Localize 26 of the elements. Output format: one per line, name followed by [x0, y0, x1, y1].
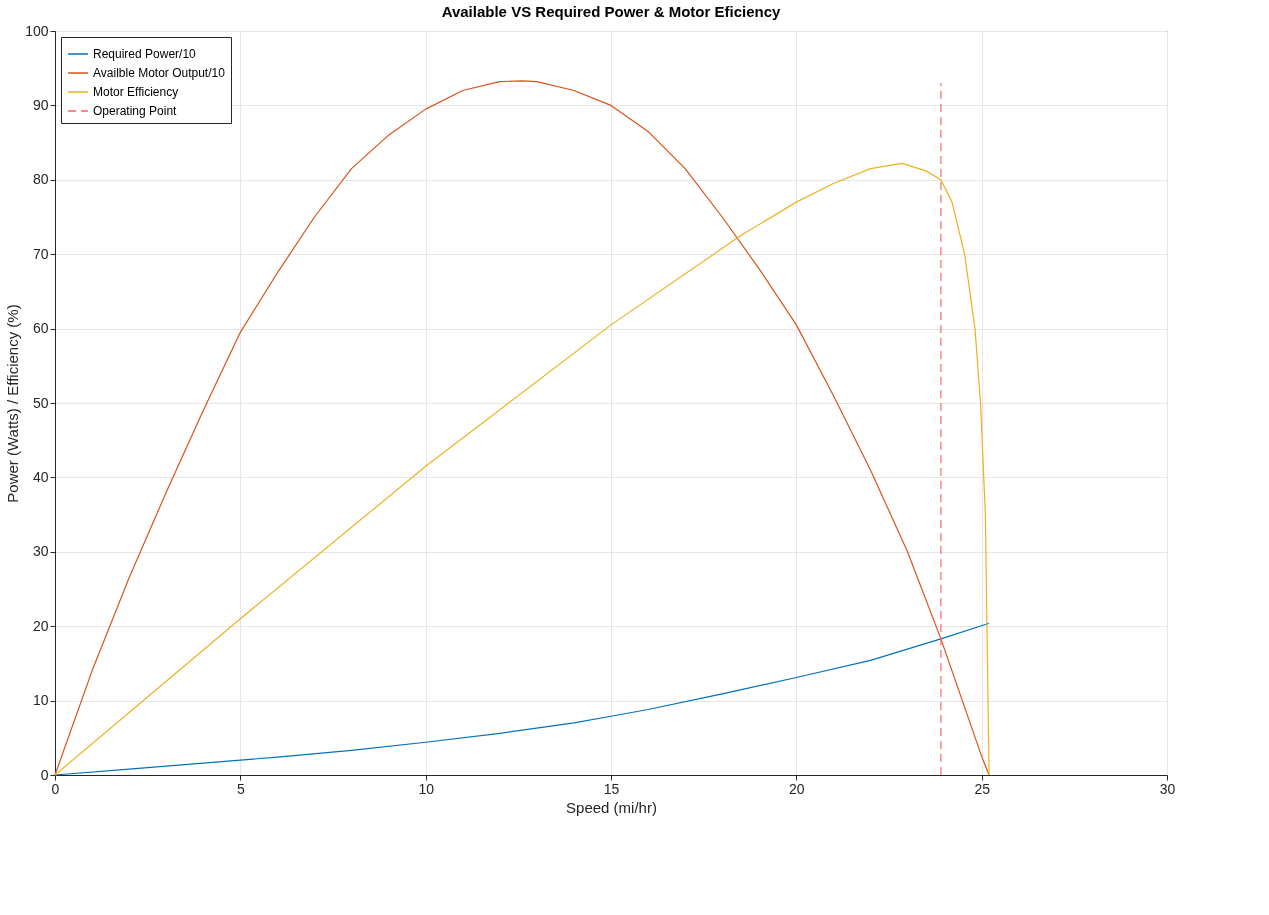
chart-title: Available VS Required Power & Motor Eficiency	[441, 3, 782, 20]
y-tick-label: 40	[32, 468, 49, 485]
legend-label: Required Power/10	[93, 47, 197, 61]
x-tick-label: 25	[974, 780, 991, 797]
legend-label: Operating Point	[93, 104, 178, 118]
legend-label: Motor Efficiency	[93, 85, 179, 99]
legend-label: Availble Motor Output/10	[93, 66, 226, 80]
y-tick-label: 70	[32, 245, 49, 262]
x-axis-title: Speed (mi/hr)	[566, 798, 657, 816]
y-tick-label: 20	[32, 617, 49, 634]
y-tick-label: 100	[25, 22, 49, 39]
y-tick-label: 80	[32, 171, 49, 188]
x-tick-label: 10	[418, 780, 435, 797]
x-tick-label: 0	[51, 780, 60, 797]
x-tick-label: 15	[603, 780, 620, 797]
x-tick-label: 30	[1159, 780, 1176, 797]
line-series	[54, 622, 990, 776]
y-tick-label: 50	[32, 394, 49, 411]
y-tick-label: 60	[32, 320, 49, 337]
y-tick-label: 90	[32, 96, 49, 113]
y-tick-label: 30	[32, 543, 49, 560]
y-tick-label: 10	[32, 692, 49, 709]
y-axis-title: Power (Watts) / Efficiency (%)	[4, 304, 22, 503]
x-tick-label: 20	[789, 780, 805, 797]
x-tick-label: 5	[236, 780, 245, 797]
y-tick-label: 0	[40, 766, 49, 783]
